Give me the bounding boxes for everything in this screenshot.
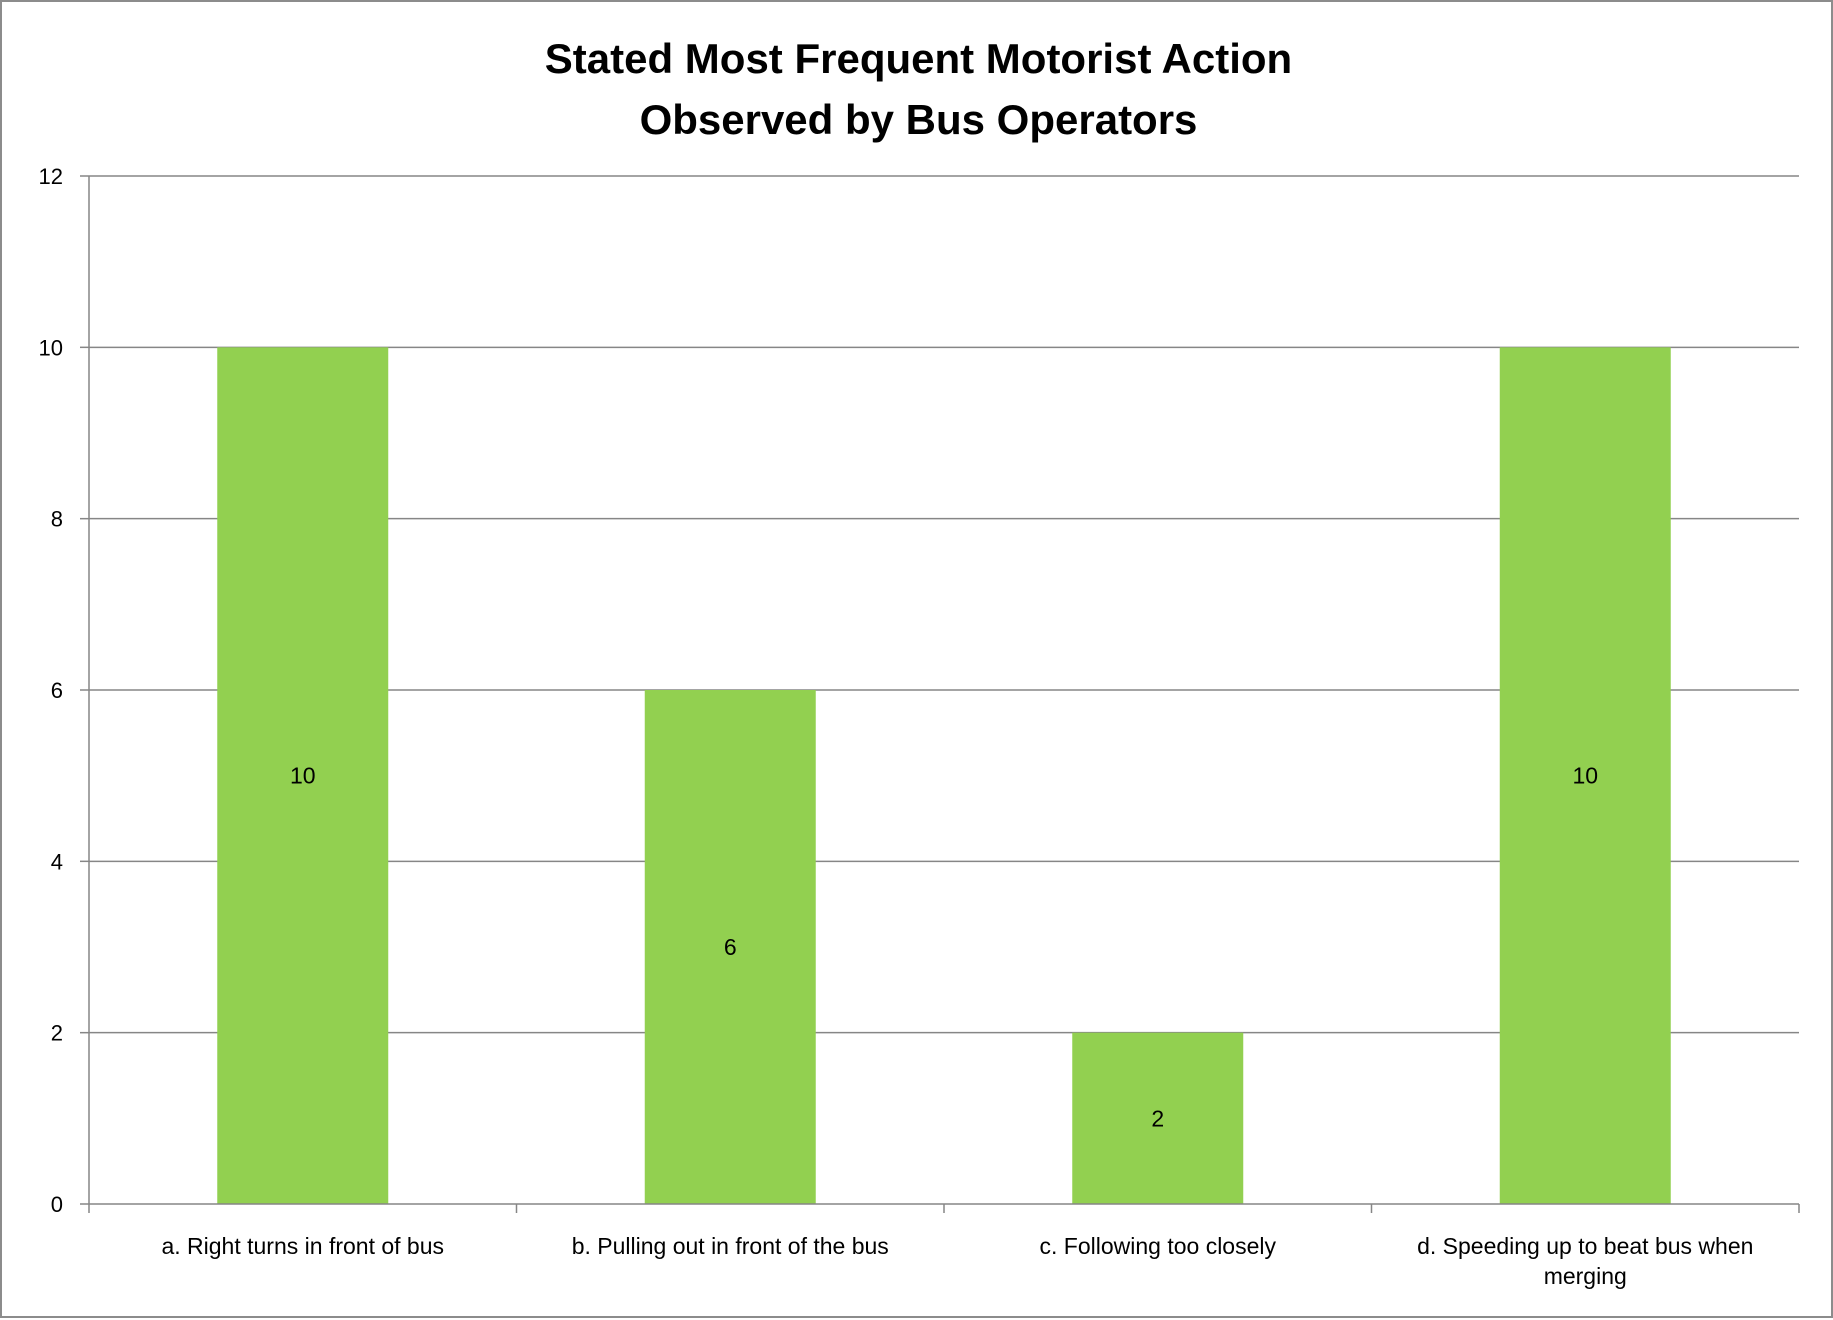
- y-tick-label-4: 4: [51, 849, 63, 874]
- chart-title-line-1: Stated Most Frequent Motorist Action: [544, 35, 1293, 82]
- y-tick-label-10: 10: [39, 335, 63, 360]
- data-label-2: 6: [724, 934, 737, 960]
- data-label-3: 2: [1151, 1105, 1164, 1131]
- bar-2: [644, 690, 816, 1204]
- x-category-label-4: d. Speeding up to beat bus when merging: [1417, 1233, 1753, 1289]
- data-label-4: 10: [1572, 763, 1598, 789]
- y-tick-label-2: 2: [51, 1021, 63, 1046]
- chart-title-line-2: Observed by Bus Operators: [639, 96, 1198, 143]
- data-label-1: 10: [290, 763, 316, 789]
- bars: [217, 347, 1671, 1204]
- y-tick-label-8: 8: [51, 507, 63, 532]
- x-category-label-3: c. Following too closely: [1040, 1233, 1277, 1259]
- y-tick-label-0: 0: [51, 1192, 63, 1217]
- bar-1: [217, 347, 389, 1204]
- x-category-label-2: b. Pulling out in front of the bus: [572, 1233, 889, 1259]
- bar-3: [1072, 1032, 1244, 1204]
- labels: 0 2 4 6 8 10 12 10 6 2 10 a. Right turns in front o…: [39, 164, 1754, 1289]
- bar-4: [1499, 347, 1671, 1204]
- chart-title: Stated Most Frequent Motorist Action Obs…: [2, 28, 1833, 150]
- y-tick-label-6: 6: [51, 678, 63, 703]
- x-category-label-1: a. Right turns in front of bus: [161, 1233, 444, 1259]
- axes: [80, 175, 1800, 1213]
- y-tick-label-12: 12: [39, 164, 63, 189]
